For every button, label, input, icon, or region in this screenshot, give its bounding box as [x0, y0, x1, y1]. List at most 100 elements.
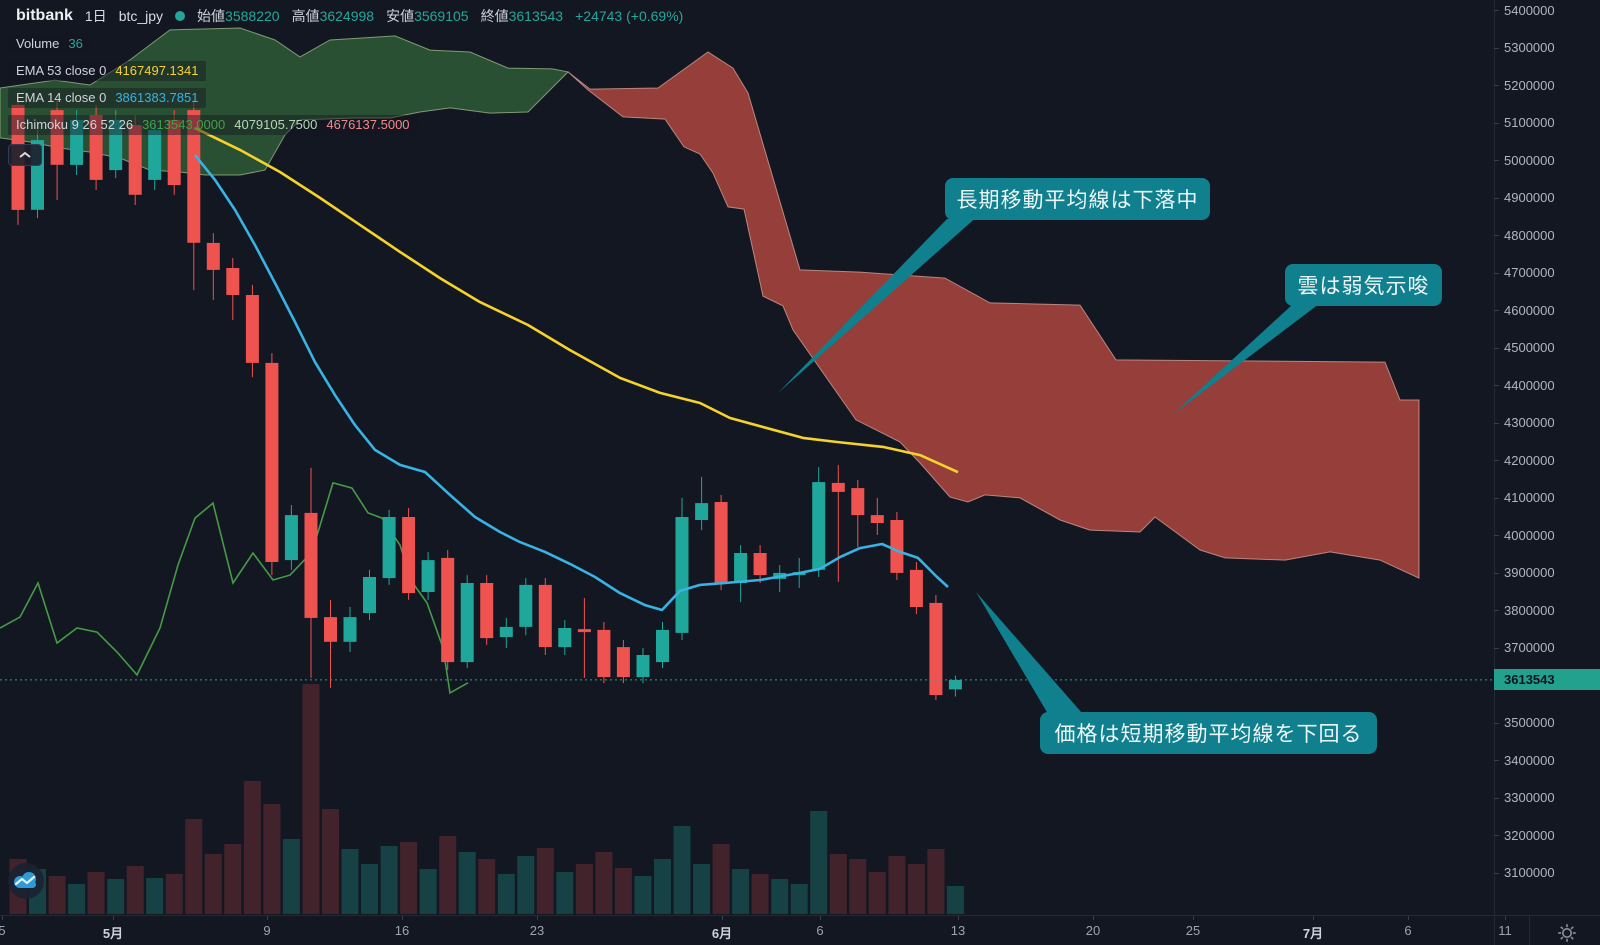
- volume-bars: [9, 684, 964, 914]
- candles-layer: [11, 95, 962, 700]
- legend-ema14-row[interactable]: EMA 14 close 0 3861383.7851: [8, 88, 207, 108]
- price-axis-tick: [1494, 422, 1499, 424]
- ema53-label: EMA 53 close 0: [16, 63, 107, 78]
- candle-body: [363, 577, 376, 613]
- candle-body: [714, 502, 728, 583]
- time-axis-tick: [113, 916, 114, 920]
- price-axis-tick: [1494, 760, 1499, 761]
- candle-body: [50, 110, 64, 165]
- candle-body: [499, 626, 513, 637]
- candle-body: [636, 655, 650, 678]
- chart-watermark-logo-icon[interactable]: [7, 862, 45, 900]
- time-axis-tick: [2, 916, 3, 920]
- candle-body: [831, 482, 845, 492]
- price-axis-tick: [1494, 647, 1499, 649]
- price-axis-label: 3900000: [1504, 565, 1555, 580]
- legend-volume-row[interactable]: Volume 36: [8, 34, 91, 54]
- price-axis-tick: [1494, 85, 1499, 86]
- axis-corner-separator: [1529, 916, 1530, 945]
- candle-body: [206, 242, 220, 270]
- price-axis-label: 4600000: [1504, 302, 1555, 318]
- price-axis-tick: [1494, 835, 1499, 836]
- open-stat: 始値3588220: [197, 8, 280, 24]
- candle-body: [870, 515, 884, 523]
- price-axis-label: 5200000: [1504, 77, 1555, 93]
- time-axis-tick: [537, 916, 538, 920]
- price-axis-tick: [1494, 160, 1499, 161]
- candle-body: [245, 295, 259, 363]
- price-axis-tick: [1494, 460, 1499, 461]
- candle-body: [734, 553, 748, 583]
- price-axis-label: 5400000: [1504, 2, 1555, 18]
- candle-body: [480, 583, 494, 639]
- annotation-ema-falling[interactable]: 長期移動平均線は下落中: [945, 178, 1210, 220]
- candle-body: [441, 557, 455, 663]
- ichimoku-label: Ichimoku 9 26 52 26: [16, 117, 134, 132]
- exchange-name: bitbank: [16, 7, 73, 24]
- ichimoku-senkou-a-value: 4079105.7500: [234, 117, 318, 132]
- time-axis-label: 16: [394, 923, 410, 938]
- market-status-dot: [175, 11, 186, 21]
- price-axis-label: 4400000: [1504, 377, 1555, 393]
- candle-body: [577, 629, 591, 633]
- candle-body: [909, 569, 923, 607]
- candle-body: [226, 268, 240, 295]
- candle-body: [70, 119, 84, 165]
- price-axis-label: 5100000: [1504, 115, 1555, 130]
- annotation-bearish-cloud[interactable]: 雲は弱気示唆: [1285, 264, 1442, 306]
- time-axis-label: 6: [1404, 923, 1412, 938]
- time-axis-tick: [1093, 916, 1094, 920]
- legend-ichimoku-row[interactable]: Ichimoku 9 26 52 26 3613543.0000 4079105…: [8, 115, 418, 135]
- volume-label: Volume: [16, 36, 60, 51]
- candle-body: [304, 512, 318, 618]
- current-price-tag: 3613543: [1494, 669, 1600, 691]
- price-axis-tick: [1494, 722, 1499, 724]
- time-axis-label: 9: [263, 923, 271, 938]
- price-axis-label: 3200000: [1504, 827, 1555, 843]
- ema14-value: 3861383.7851: [115, 90, 199, 105]
- price-axis-tick: [1494, 610, 1499, 611]
- ema14-label: EMA 14 close 0: [16, 90, 107, 105]
- ichimoku-cloud-bearish: [567, 51, 1420, 579]
- candle-body: [558, 628, 572, 648]
- candle-body: [948, 679, 962, 690]
- candle-body: [890, 520, 904, 573]
- candle-body: [343, 617, 357, 642]
- price-axis-label: 4900000: [1504, 190, 1555, 205]
- price-axis-tick: [1494, 497, 1499, 499]
- interval-selector[interactable]: 1日: [84, 8, 107, 24]
- candle-body: [695, 503, 709, 520]
- candle-body: [538, 584, 552, 648]
- candle-body: [597, 629, 611, 678]
- collapse-legend-button[interactable]: [8, 144, 42, 166]
- price-axis-tick: [1494, 235, 1499, 236]
- time-axis-tick: [958, 916, 959, 920]
- legend-symbol-row[interactable]: bitbank 1日 btc_jpy 始値3588220 高値3624998 安…: [8, 4, 691, 29]
- ema53-value: 4167497.1341: [115, 63, 199, 78]
- price-axis-tick: [1494, 347, 1499, 349]
- price-axis-tick: [1494, 797, 1499, 799]
- candle-body: [460, 583, 474, 663]
- symbol-name[interactable]: btc_jpy: [118, 8, 164, 24]
- price-axis-label: 4000000: [1504, 527, 1555, 543]
- price-axis-label: 4300000: [1504, 415, 1555, 430]
- candle-body: [265, 362, 279, 562]
- price-axis-label: 3400000: [1504, 752, 1555, 768]
- timezone-settings-gear-icon[interactable]: [1556, 922, 1578, 944]
- time-axis-label: 11: [1498, 923, 1512, 938]
- time-axis-label: 20: [1085, 923, 1101, 938]
- annotation-price-below-ema[interactable]: 価格は短期移動平均線を下回る: [1040, 712, 1377, 754]
- time-axis-tick: [1313, 916, 1314, 920]
- candle-body: [148, 130, 162, 180]
- time-axis-label: 7月: [1302, 926, 1324, 941]
- legend-ema53-row[interactable]: EMA 53 close 0 4167497.1341: [8, 61, 207, 81]
- price-axis-label: 4200000: [1504, 452, 1555, 468]
- price-axis-label: 4800000: [1504, 227, 1555, 243]
- ema53-line: [194, 126, 959, 474]
- candle-body: [284, 515, 298, 561]
- price-axis-label: 4500000: [1504, 340, 1555, 355]
- price-axis-tick: [1494, 197, 1499, 199]
- candle-body: [128, 125, 142, 195]
